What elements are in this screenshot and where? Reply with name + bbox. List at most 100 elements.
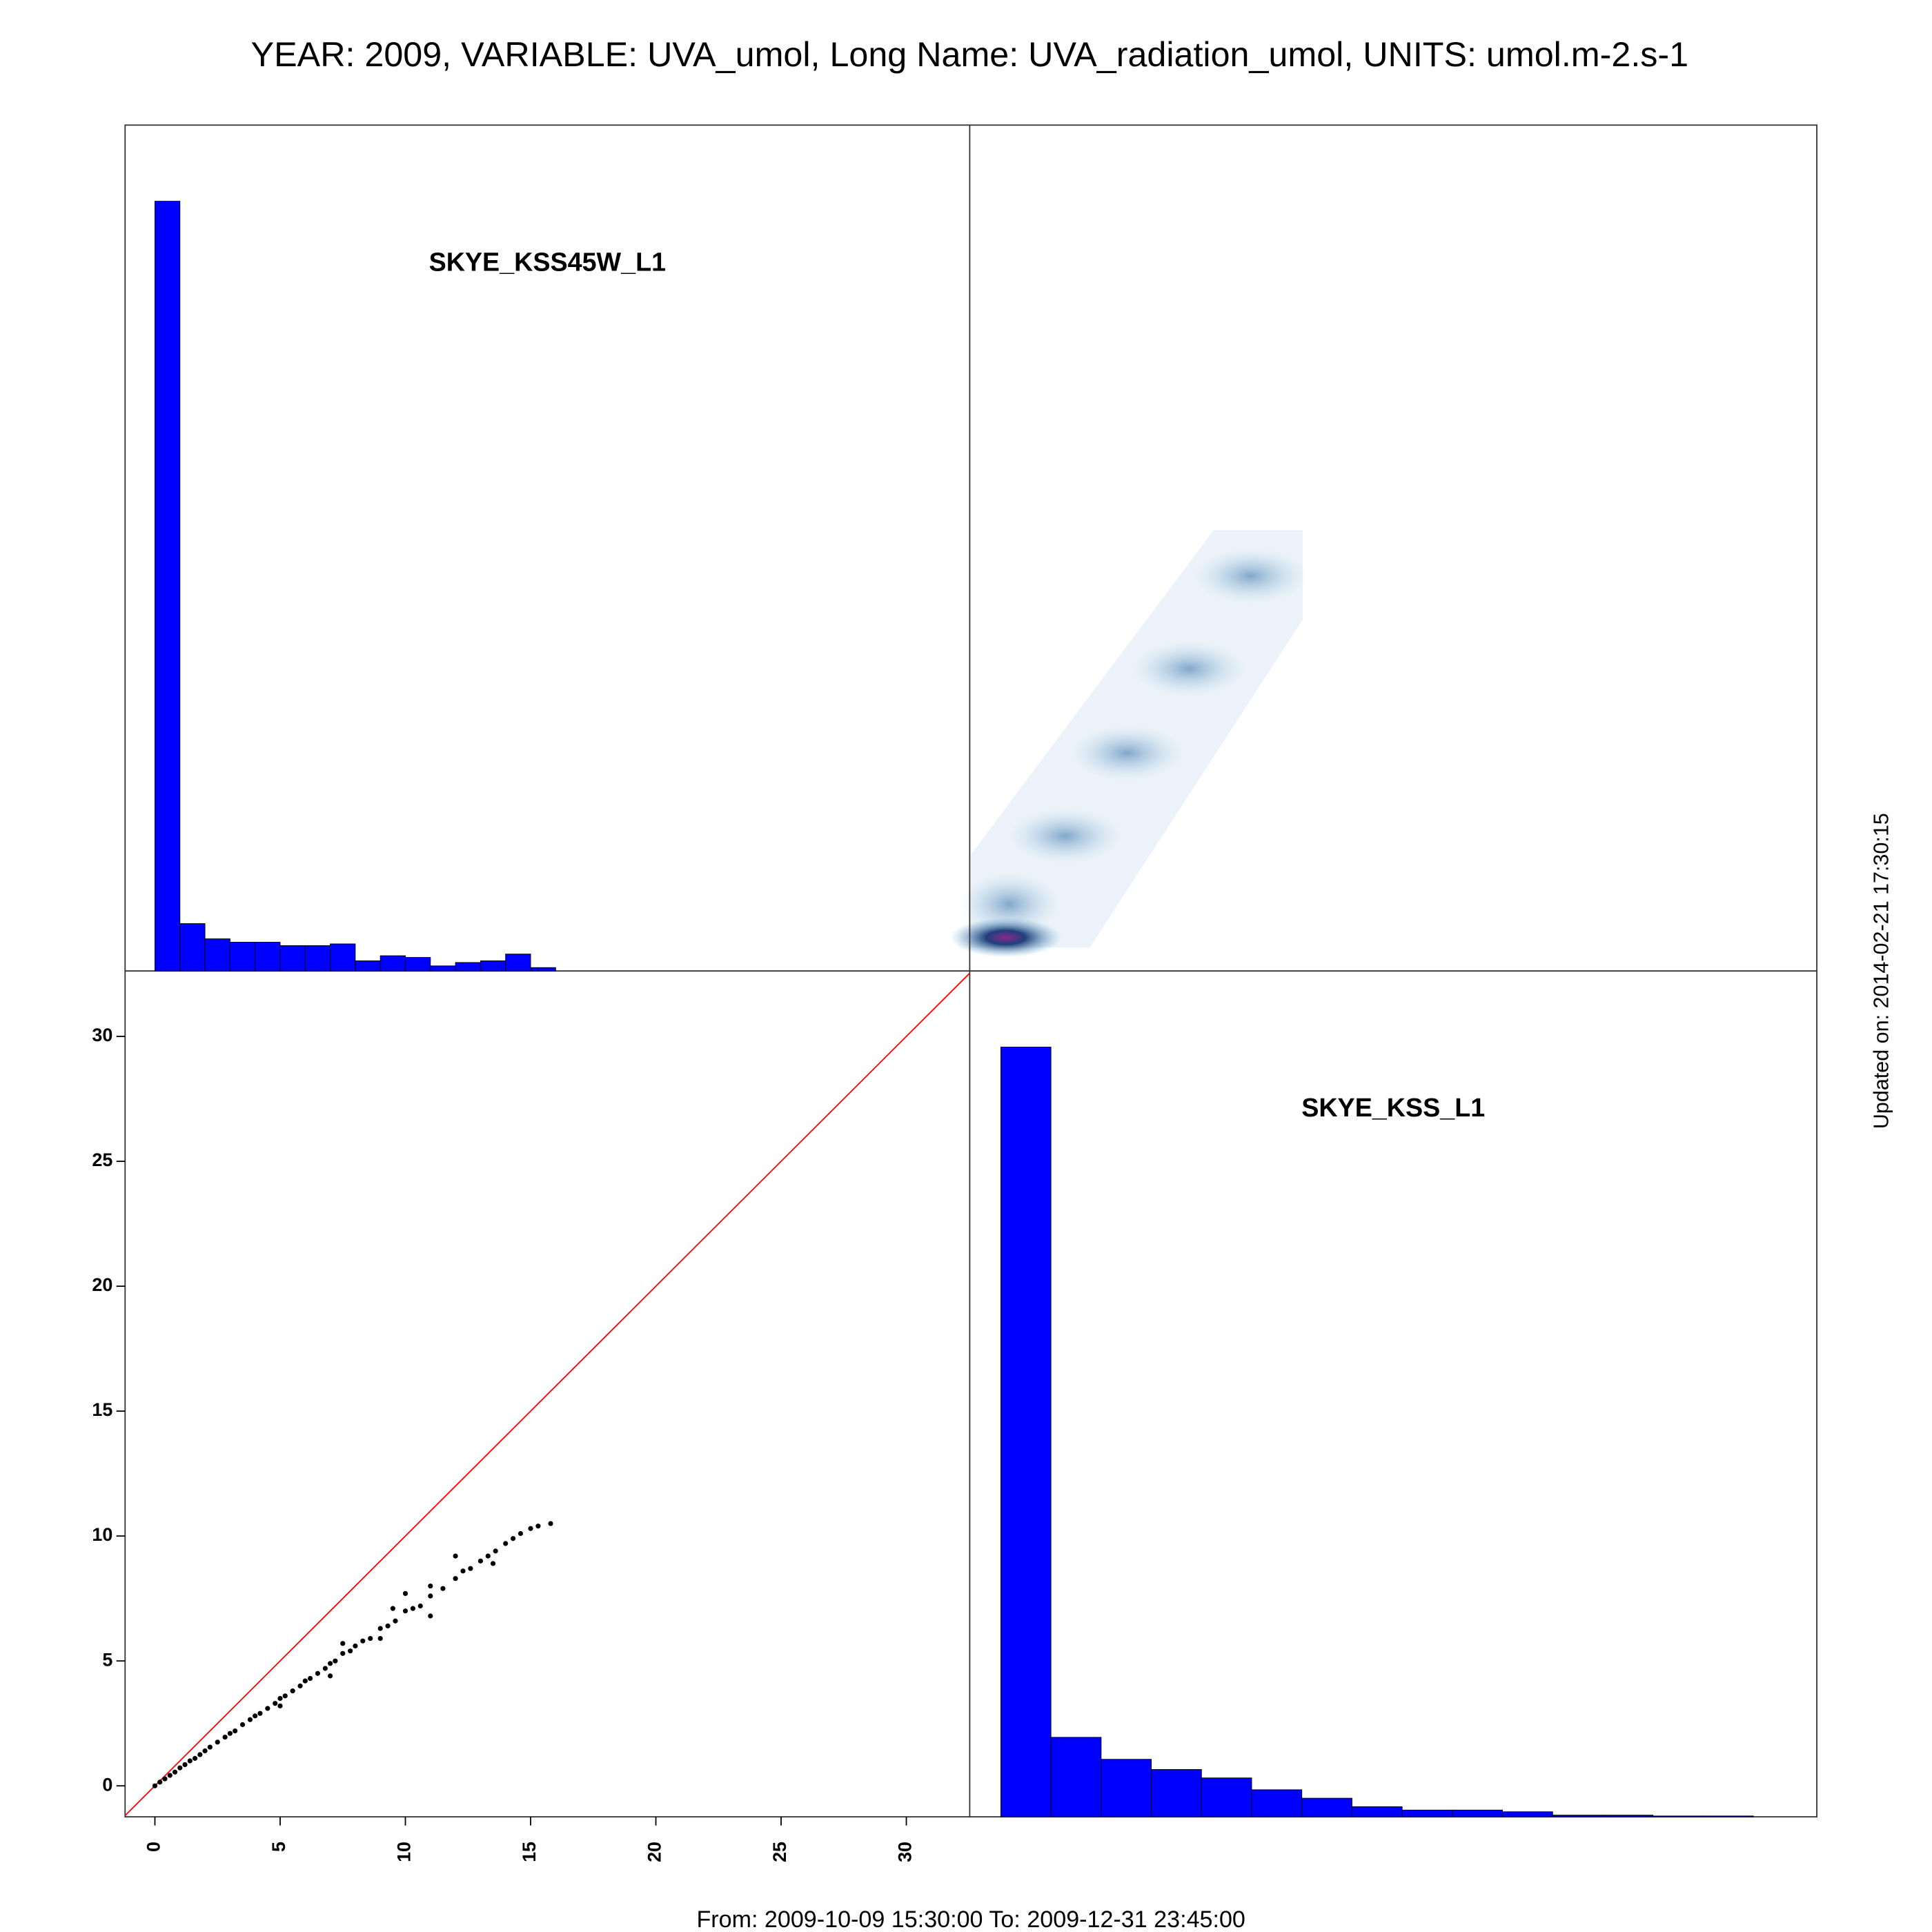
histogram-bar [430,965,456,972]
scatter-point [307,1675,313,1682]
panel-title: SKYE_KSS_L1 [1301,1093,1485,1122]
scatter-point [322,1666,328,1671]
scatter-point [440,1586,446,1591]
y-tick-label: 5 [102,1649,112,1670]
scatter-point [453,1553,458,1559]
scatter-point [548,1521,553,1526]
scatter-point [377,1626,383,1631]
x-tick-label: 0 [144,1842,164,1852]
histogram-bar [1552,1815,1604,1817]
histogram-bar [229,942,256,972]
scatter-point [328,1661,333,1666]
histogram-bar [1401,1809,1453,1817]
scatter-point [302,1678,308,1684]
scatter-point [402,1590,408,1596]
scatter-point [490,1561,496,1566]
histogram-bar [1602,1815,1654,1817]
histogram-bar [1151,1768,1202,1817]
scatter-point [265,1706,270,1711]
histogram-bar [279,945,306,972]
scatter-point [273,1701,278,1706]
scatter-point [360,1638,366,1644]
scatter-point [277,1703,283,1708]
scatter-point [297,1683,303,1688]
scatter-point [468,1566,473,1571]
scatter-point [353,1643,358,1649]
scatter-point [410,1606,415,1611]
y-tick-label: 0 [102,1774,112,1795]
scatter-point [222,1734,228,1740]
scatter-point [282,1693,288,1699]
density-core [949,918,1062,958]
y-tick-label: 15 [92,1399,112,1420]
histogram-bar [1502,1811,1553,1817]
scatter-point [340,1641,346,1646]
scatter-point [157,1780,163,1785]
scatter-point [177,1765,183,1771]
histogram-bar [304,945,331,972]
scatter-point [477,1558,483,1564]
histogram-bar [1351,1806,1403,1817]
histogram-bar [1000,1047,1052,1817]
histogram-bar [530,967,556,972]
x-tick-label: 10 [394,1842,415,1862]
x-tick-label: 5 [268,1842,289,1852]
scatter-point [340,1650,346,1656]
density-blob [1133,641,1245,696]
scatter-point [390,1606,395,1611]
histogram-bar [179,923,206,972]
histogram-bar [1301,1797,1352,1817]
scatter-point [167,1773,172,1778]
histogram-bar [204,938,230,972]
scatter-point [233,1728,238,1734]
histogram-bar [255,942,281,972]
y-tick-label: 20 [92,1274,112,1295]
scatter-point [460,1568,466,1574]
footer: From: 2009-10-09 15:30:00 To: 2009-12-31… [696,1906,1245,1932]
scatter-point [393,1618,398,1624]
histogram-bar [1653,1815,1704,1817]
histogram-bar [1050,1737,1102,1817]
scatter-point [215,1739,220,1745]
identity-line [124,972,971,1816]
histogram-bar [455,962,481,972]
scatter-point [518,1530,524,1537]
scatter-point [417,1603,423,1609]
histogram-bar [1702,1815,1754,1817]
histogram-bar [1201,1777,1252,1817]
scatter-point [535,1524,541,1529]
x-tick-label: 30 [895,1842,916,1862]
scatter-point [485,1553,491,1559]
scatter-point [162,1776,168,1782]
scatter-point [402,1608,408,1614]
scatter-point [428,1583,433,1589]
scatter-point [247,1717,253,1722]
scatter-point [253,1713,258,1719]
density-blob [1195,549,1307,604]
histogram-bar [355,960,381,972]
scatter-point [172,1769,178,1775]
panel-title: SKYE_KSS45W_L1 [429,247,667,276]
scatter-point [152,1783,158,1788]
density-panel [949,530,1307,958]
scatter-point [290,1688,295,1694]
scatter-point [277,1695,283,1702]
scatter-point [182,1762,188,1767]
scatter-point [333,1658,338,1664]
scatter-point [328,1673,333,1679]
scatter-point [368,1635,373,1642]
scatter-point [428,1613,433,1619]
scatter-point [315,1670,321,1676]
scatter-point [528,1526,533,1531]
scatter-point [453,1576,458,1581]
scatter-point [257,1711,263,1716]
histogram-bar [155,201,181,972]
density-blob [1071,725,1183,780]
scatter-point [192,1755,198,1761]
histogram-bar [505,954,531,972]
side-note: Updated on: 2014-02-21 17:30:15 [1869,813,1893,1129]
density-blob [1009,809,1121,864]
main-title: YEAR: 2009, VARIABLE: UVA_umol, Long Nam… [251,35,1688,74]
scatter-point [227,1731,233,1736]
